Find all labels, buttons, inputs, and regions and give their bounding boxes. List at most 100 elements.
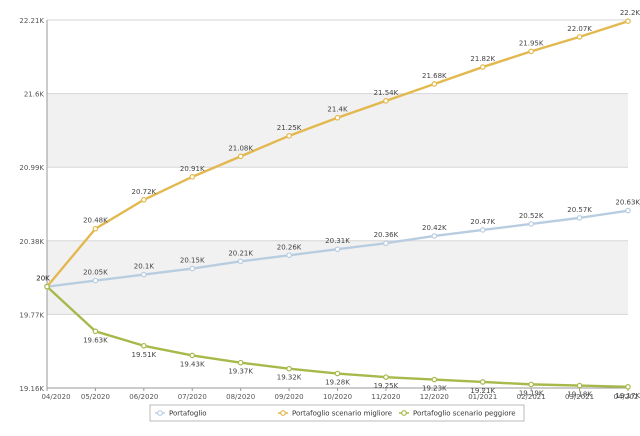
data-label: 20K: [36, 275, 50, 283]
data-label: 20K: [36, 275, 50, 283]
data-label: 19.51K: [132, 351, 157, 359]
data-label: 21.08K: [228, 144, 253, 152]
data-point: [141, 342, 147, 349]
x-tick-label: 11/2020: [371, 393, 400, 401]
data-point: [431, 233, 438, 239]
plot-band: [47, 20, 628, 94]
x-tick-label: 07/2020: [178, 393, 207, 401]
data-label: 19.21K: [470, 387, 495, 395]
data-label: 22.07K: [567, 25, 592, 33]
data-point: [431, 81, 438, 87]
data-label: 19.19K: [519, 389, 544, 397]
y-tick-label: 22.21K: [19, 17, 44, 25]
y-tick-label: 21.6K: [24, 91, 45, 99]
data-point: [92, 328, 99, 335]
data-label: 20.15K: [180, 257, 205, 265]
data-label: 19.23K: [422, 385, 447, 393]
plot-band: [47, 167, 628, 241]
data-point: [286, 365, 292, 372]
data-label: 19.32K: [277, 374, 302, 382]
data-point: [141, 271, 147, 278]
y-tick-label: 20.99K: [19, 164, 44, 172]
legend-marker-icon: [157, 410, 163, 416]
data-point: [286, 252, 292, 259]
data-point: [189, 265, 196, 272]
x-tick-label: 06/2020: [129, 393, 158, 401]
data-point: [528, 381, 534, 388]
data-label: 20.72K: [132, 188, 157, 196]
data-point: [44, 283, 50, 290]
data-label: 19.17K: [615, 392, 640, 400]
data-point: [189, 174, 196, 180]
data-label: 20.21K: [228, 249, 253, 257]
data-point: [479, 379, 486, 385]
data-label: 20.42K: [422, 224, 447, 232]
data-point: [431, 376, 438, 383]
data-label: 22.2K: [620, 9, 640, 17]
data-label: 20.57K: [567, 206, 592, 214]
legend-item-label: Portafoglio scenario migliore: [292, 410, 392, 418]
data-label: 20.31K: [325, 237, 350, 245]
x-tick-label: 02/2021: [517, 393, 546, 401]
y-tick-label: 19.16K: [19, 385, 44, 393]
data-label: 20.63K: [615, 199, 640, 207]
data-point: [576, 34, 583, 40]
data-point: [92, 225, 99, 232]
data-label: 20.26K: [277, 243, 302, 251]
data-label: 19.28K: [325, 379, 350, 387]
data-point: [528, 48, 534, 55]
legend-item-label: Portafoglio scenario peggiore: [413, 410, 516, 418]
legend-item-label: Portafoglio: [169, 410, 207, 418]
data-point: [286, 133, 292, 139]
data-point: [189, 352, 196, 359]
x-tick-label: 12/2020: [420, 393, 449, 401]
data-label: 20.1K: [134, 263, 155, 271]
x-tick-label: 01/2021: [468, 393, 497, 401]
data-label: 19.18K: [567, 391, 592, 399]
data-point: [237, 153, 244, 160]
x-tick-label: 04/202: [614, 393, 639, 401]
legend-box: [149, 404, 525, 422]
data-point: [92, 277, 99, 284]
data-label: 20.36K: [374, 231, 399, 239]
data-point: [383, 98, 389, 104]
x-tick-label: 08/2020: [226, 393, 255, 401]
data-point: [141, 196, 147, 203]
data-label: 20.48K: [83, 217, 108, 225]
data-label: 21.54K: [374, 89, 399, 97]
data-label: 19.25K: [374, 382, 399, 390]
data-label: 20.52K: [519, 212, 544, 220]
data-point: [576, 215, 583, 221]
data-point: [576, 382, 583, 389]
data-point: [625, 383, 631, 390]
x-tick-label: 04/2020: [41, 393, 70, 401]
data-label: 19.63K: [83, 336, 108, 344]
x-tick-label: 05/2020: [81, 393, 110, 401]
data-point: [479, 64, 486, 70]
x-tick-label: 03/2021: [565, 393, 594, 401]
data-label: 20.91K: [180, 165, 205, 173]
legend-marker-icon: [401, 410, 407, 416]
data-point: [528, 221, 534, 227]
legend: Portafoglio Portafoglio scenario migliore…: [149, 404, 525, 422]
data-label: 21.82K: [470, 55, 495, 63]
legend-marker-icon: [280, 410, 286, 416]
data-point: [625, 18, 631, 25]
data-point: [334, 370, 341, 377]
x-tick-label: 09/2020: [275, 393, 304, 401]
data-label: 21.68K: [422, 72, 447, 80]
data-label: 20.05K: [83, 269, 108, 277]
data-label: 21.95K: [519, 39, 544, 47]
data-point: [334, 246, 341, 253]
data-label: 20.47K: [470, 218, 495, 226]
data-label: 21.4K: [327, 106, 348, 114]
data-label: 19.43K: [180, 360, 205, 368]
data-point: [383, 374, 389, 380]
data-label: 21.25K: [277, 124, 302, 132]
data-point: [237, 359, 244, 366]
data-point: [383, 240, 389, 247]
data-point: [237, 258, 244, 265]
data-point: [479, 227, 486, 233]
